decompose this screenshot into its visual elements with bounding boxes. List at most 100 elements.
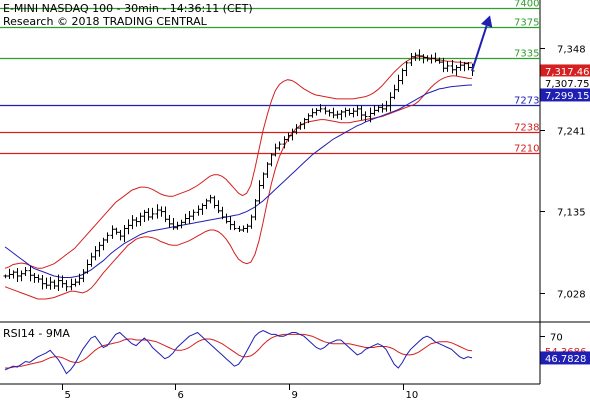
price-bar: [114, 227, 119, 235]
price-bar: [421, 54, 426, 64]
price-bar: [3, 274, 8, 279]
price-bar: [15, 268, 20, 283]
price-bar: [409, 52, 414, 66]
price-bar: [48, 276, 53, 290]
price-bar: [28, 266, 33, 282]
price-bar: [462, 61, 467, 72]
price-tick-label: 7,241: [557, 127, 586, 138]
price-bar: [7, 268, 12, 280]
price-bar: [134, 217, 139, 227]
moving-average: [4, 84, 473, 278]
rsi-tick-label: 70: [550, 333, 563, 344]
price-bar: [392, 84, 397, 100]
bollinger-lower-line: [4, 75, 473, 300]
price-bar: [138, 212, 143, 226]
price-bar: [343, 107, 348, 118]
price-bars: [3, 49, 475, 292]
price-bar: [327, 109, 332, 117]
price-bar: [265, 162, 270, 178]
price-bar: [306, 113, 311, 124]
price-bar: [310, 108, 315, 118]
price-bar: [11, 270, 16, 279]
rsi-ma-line: [5, 333, 473, 369]
price-bar: [347, 108, 352, 116]
price-bar: [110, 225, 115, 239]
price-bar: [384, 100, 389, 112]
rsi-tag: 46.7828: [540, 351, 590, 365]
level-label-7375: 7375: [514, 18, 539, 29]
price-bar: [277, 141, 282, 151]
price-bar: [105, 232, 110, 243]
time-tick-label: 10: [406, 390, 419, 400]
price-bar: [220, 206, 225, 220]
price-bar: [376, 105, 381, 113]
svg-text:7,307.75: 7,307.75: [545, 79, 590, 90]
price-bar: [69, 278, 74, 291]
price-bar: [359, 105, 364, 121]
price-bar: [331, 107, 336, 119]
price-axis-ticks: 7,028 7,135 7,241 7,348: [540, 45, 586, 301]
price-bar: [245, 223, 250, 233]
price-bar: [89, 252, 94, 267]
price-bar: [257, 180, 262, 204]
price-bar: [302, 117, 307, 130]
price-bar: [196, 205, 201, 216]
price-bar: [187, 211, 192, 224]
price-tags: 7,317.467,307.757,299.1554.368646.7828: [540, 64, 590, 365]
price-bar: [294, 124, 299, 135]
price-bar: [351, 107, 356, 118]
price-bar: [56, 274, 61, 291]
price-bar: [36, 274, 41, 283]
price-bar: [433, 52, 438, 63]
price-bar: [200, 203, 205, 215]
price-bar: [32, 272, 37, 283]
price-tag: 7,307.75: [540, 76, 590, 90]
price-bar: [404, 61, 409, 77]
price-bar: [437, 57, 442, 64]
level-label-7273: 7273: [514, 96, 539, 107]
price-bar: [64, 280, 69, 292]
price-bar: [142, 209, 147, 223]
price-bar: [208, 194, 213, 204]
price-bar: [241, 225, 246, 232]
rsi-panel-label: RSI14 - 9MA: [3, 327, 70, 340]
price-bar: [19, 270, 24, 282]
price-bar: [237, 225, 242, 232]
price-bar: [282, 136, 287, 149]
bollinger-upper-line: [4, 56, 472, 269]
price-bar: [372, 105, 377, 116]
price-bar: [323, 106, 328, 115]
price-bar: [335, 110, 340, 119]
price-bar: [150, 207, 155, 220]
svg-text:7,299.15: 7,299.15: [545, 91, 590, 102]
price-bar: [355, 105, 360, 117]
forecast-arrow-shaft: [471, 25, 488, 72]
price-bar: [400, 68, 405, 85]
price-bar: [286, 132, 291, 142]
price-bar: [40, 275, 45, 290]
price-bar: [122, 225, 127, 243]
price-bar: [163, 206, 168, 223]
price-bar: [146, 208, 151, 221]
price-bar: [23, 267, 28, 277]
price-bar: [204, 198, 209, 210]
level-label-7210: 7210: [514, 144, 539, 155]
price-bar: [159, 206, 164, 217]
time-axis-ticks: 5 6 9 10: [62, 384, 419, 400]
price-bar: [466, 61, 471, 71]
price-bar: [183, 213, 188, 225]
price-bar: [429, 54, 434, 64]
price-bar: [445, 61, 450, 72]
price-bar: [118, 230, 123, 241]
price-bar: [413, 52, 418, 61]
price-bar: [396, 74, 401, 92]
price-bar: [290, 128, 295, 141]
price-bar: [232, 220, 237, 231]
forecast-arrow: [471, 15, 493, 72]
price-bar: [314, 108, 319, 116]
price-bar: [417, 49, 422, 61]
price-bar: [191, 209, 196, 221]
price-bar: [212, 195, 217, 209]
price-bar: [81, 269, 86, 283]
